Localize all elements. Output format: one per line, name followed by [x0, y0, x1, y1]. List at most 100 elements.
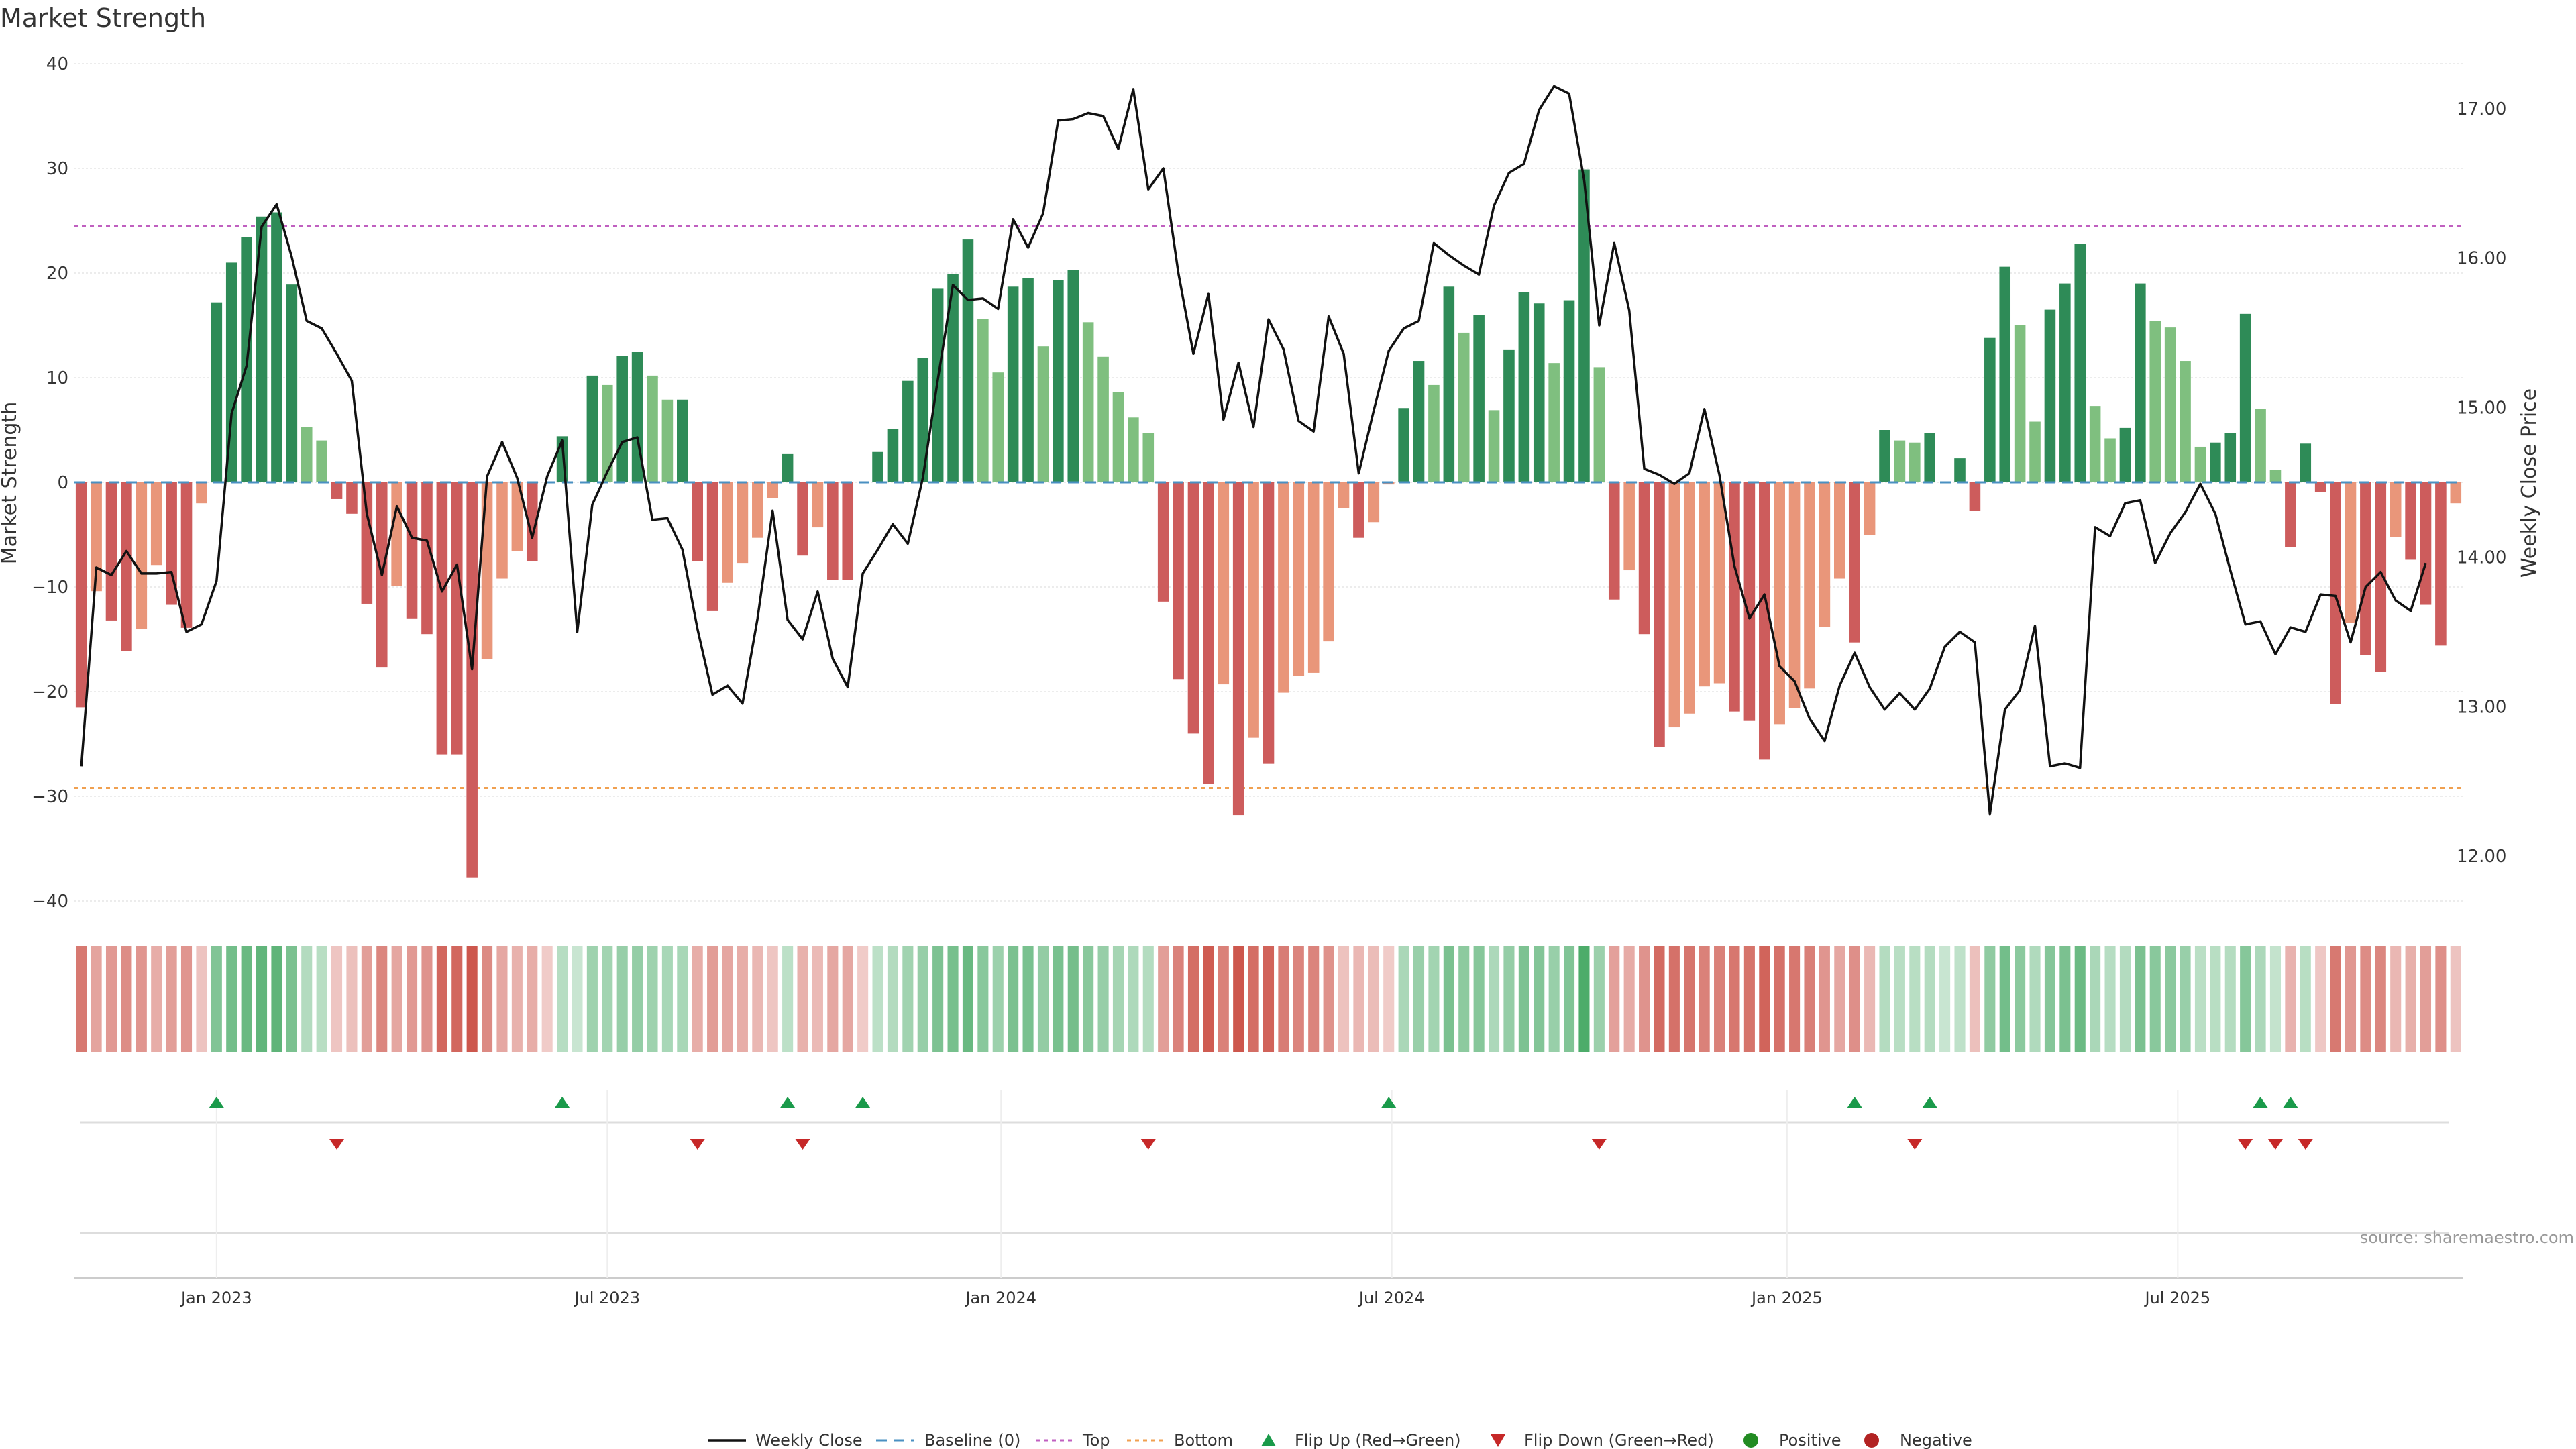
flip-down-icon	[2267, 1139, 2283, 1150]
heat-cell	[1609, 946, 1620, 1052]
x-tick-label: Jan 2024	[964, 1289, 1036, 1307]
strength-bar	[1443, 286, 1455, 482]
strength-bar	[2314, 482, 2326, 492]
heat-cell	[496, 946, 508, 1052]
right-axis-label: Weekly Close Price	[2518, 388, 2541, 578]
right-tick-label: 15.00	[2457, 398, 2506, 419]
heat-cell	[857, 946, 869, 1052]
vertical-gridlines	[215, 1090, 2179, 1278]
strength-bar	[496, 482, 508, 579]
strength-bar	[992, 372, 1004, 482]
heat-cell	[917, 946, 928, 1052]
heat-cell	[2044, 946, 2055, 1052]
strength-bar	[1909, 442, 1921, 482]
strength-bar	[2149, 321, 2161, 482]
heat-cell	[2315, 946, 2326, 1052]
strength-bar	[2210, 442, 2221, 482]
strength-bar	[2450, 482, 2462, 504]
right-tick-label: 13.00	[2457, 697, 2506, 717]
strength-bar	[827, 482, 839, 580]
strength-bar	[1668, 482, 1680, 728]
strength-bars	[75, 169, 2462, 878]
heat-cell	[2090, 946, 2101, 1052]
strength-bar	[2224, 433, 2237, 482]
strength-bar	[2194, 446, 2206, 482]
heat-cell	[256, 946, 268, 1052]
strength-bar	[1654, 482, 1665, 747]
legend-item-top: Top	[1036, 1431, 1110, 1449]
flip-down-icon	[1140, 1139, 1156, 1150]
heat-cell	[692, 946, 703, 1052]
x-tick-label: Jan 2025	[1750, 1289, 1823, 1307]
x-tick-label: Jan 2023	[180, 1289, 252, 1307]
strength-bar	[316, 440, 327, 482]
strength-bar	[1022, 278, 1034, 482]
heat-cell	[616, 946, 628, 1052]
legend-bottom-label: Bottom	[1174, 1431, 1233, 1449]
strength-bar	[1984, 337, 1996, 482]
strength-bar	[616, 356, 628, 482]
heat-cell	[1939, 946, 1951, 1052]
heat-cell	[1488, 946, 1500, 1052]
flip-down-icon	[795, 1139, 810, 1150]
heat-cell	[1443, 946, 1454, 1052]
strength-bar	[1804, 482, 1815, 689]
strength-bar	[2420, 482, 2432, 605]
strength-bar	[1413, 361, 1425, 482]
strength-bar	[526, 482, 538, 561]
heat-cell	[1564, 946, 1575, 1052]
legend-positive-label: Positive	[1779, 1431, 1841, 1449]
strength-bar	[1007, 286, 1019, 482]
heat-cell	[1894, 946, 1905, 1052]
strength-bar	[361, 482, 373, 604]
strength-bar	[752, 482, 763, 538]
heat-cell	[1323, 946, 1334, 1052]
strength-bar	[2164, 327, 2176, 482]
heat-cell	[76, 946, 87, 1052]
heat-cell	[2345, 946, 2357, 1052]
heat-cell	[902, 946, 914, 1052]
heat-cell	[722, 946, 733, 1052]
heat-cell	[572, 946, 583, 1052]
heat-cell	[1067, 946, 1079, 1052]
heat-cell	[1849, 946, 1860, 1052]
heat-cell	[2059, 946, 2071, 1052]
strength-bar	[797, 482, 808, 556]
heat-cell	[2240, 946, 2251, 1052]
left-axis-label: Market Strength	[0, 402, 21, 564]
heat-cell	[632, 946, 643, 1052]
strength-bar	[962, 239, 974, 482]
strength-bar	[2074, 244, 2086, 482]
strength-bar	[1578, 169, 1590, 482]
strength-bar	[1608, 482, 1620, 600]
heat-cell	[1668, 946, 1680, 1052]
heat-cell	[1789, 946, 1801, 1052]
strength-bar	[586, 375, 598, 482]
heat-cell	[2224, 946, 2236, 1052]
heat-cell	[647, 946, 658, 1052]
strength-bar	[1743, 482, 1756, 721]
strength-bar	[1248, 482, 1259, 738]
heat-cell	[1999, 946, 2010, 1052]
strength-bar	[1097, 356, 1109, 482]
heat-cell	[1263, 946, 1275, 1052]
strength-bar	[1488, 410, 1500, 482]
left-tick-label: 20	[46, 264, 68, 284]
strength-bar	[2300, 443, 2312, 482]
strength-bar	[196, 482, 207, 504]
heat-cell	[451, 946, 463, 1052]
heat-cell	[1714, 946, 1725, 1052]
heat-cell	[677, 946, 688, 1052]
strength-bar	[1353, 482, 1364, 538]
heat-cell	[2285, 946, 2296, 1052]
x-tick-label: Jul 2025	[2144, 1289, 2211, 1307]
legend-flip-up-icon	[1261, 1434, 1276, 1446]
strength-bar	[812, 482, 824, 528]
strength-bar	[511, 482, 523, 551]
heat-cell	[947, 946, 959, 1052]
legend-weekly-close-label: Weekly Close	[755, 1431, 863, 1449]
strength-bar	[2135, 283, 2146, 482]
left-tick-label: −10	[32, 578, 68, 598]
heat-cell	[2420, 946, 2432, 1052]
heat-cell	[1623, 946, 1635, 1052]
